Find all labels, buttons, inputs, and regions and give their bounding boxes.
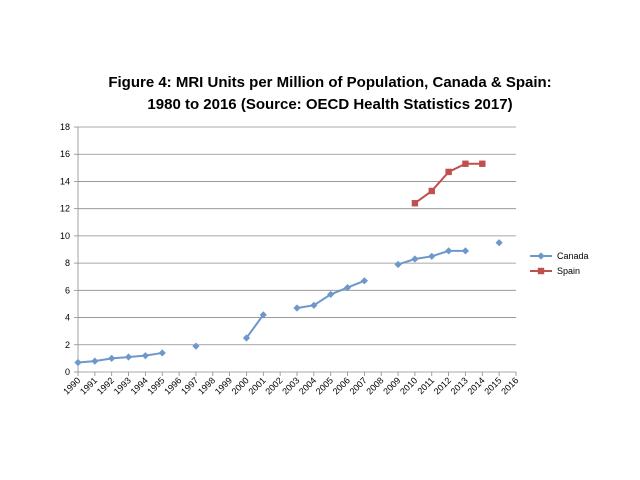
x-tick-label: 1992 [95, 375, 116, 396]
series-spain [411, 160, 486, 207]
legend-marker-spain [537, 267, 545, 275]
spain-point-2014 [479, 160, 486, 167]
legend-item-canada: Canada [530, 251, 589, 261]
canada-point-2000 [242, 334, 251, 342]
legend-label-canada: Canada [557, 251, 589, 261]
canada-point-2005 [327, 290, 335, 299]
canada-point-2012 [445, 247, 453, 255]
x-tick-label: 1996 [162, 375, 183, 396]
canada-line-segment [245, 314, 265, 339]
y-tick-label: 16 [60, 149, 70, 159]
y-tick-label: 6 [65, 285, 70, 295]
x-tick-label: 2005 [314, 375, 335, 396]
spain-point-2010 [411, 200, 419, 207]
series-canada [74, 239, 503, 367]
y-tick-label: 10 [60, 231, 70, 241]
x-tick-label: 2001 [246, 375, 267, 396]
y-tick-label: 4 [65, 313, 70, 323]
canada-point-2013 [461, 247, 470, 255]
y-tick-label: 8 [65, 258, 70, 268]
canada-point-1993 [124, 353, 133, 361]
x-tick-label: 1995 [145, 375, 166, 396]
canada-line-segment [77, 351, 163, 364]
canada-point-2011 [428, 252, 436, 260]
legend-label-spain: Spain [557, 266, 580, 276]
chart-title-line-1: Figure 4: MRI Units per Million of Popul… [108, 74, 552, 91]
x-tick-label: 1998 [196, 375, 217, 396]
x-tick-label: 2002 [263, 375, 284, 396]
x-tick-label: 2003 [280, 375, 301, 396]
canada-point-2010 [411, 255, 419, 263]
x-tick-label: 2016 [499, 375, 520, 396]
canada-point-2009 [394, 260, 402, 269]
x-tick-label: 2000 [230, 375, 251, 396]
canada-point-1994 [141, 352, 149, 360]
canada-point-1991 [91, 357, 99, 365]
y-tick-label: 18 [60, 122, 70, 132]
canada-point-1990 [74, 358, 82, 367]
y-tick-label: 2 [65, 340, 70, 350]
x-tick-label: 2008 [364, 375, 385, 396]
x-tick-label: 2010 [398, 375, 419, 396]
spain-point-2013 [462, 160, 469, 167]
canada-point-1997 [192, 342, 200, 350]
canada-point-1992 [108, 354, 116, 362]
canada-point-2003 [293, 304, 301, 312]
x-tick-label: 1997 [179, 375, 200, 396]
x-tick-label: 2004 [297, 375, 318, 396]
legend-item-spain: Spain [530, 266, 580, 276]
canada-point-2004 [310, 301, 318, 309]
y-tick-label: 14 [60, 176, 70, 186]
x-tick-label: 1991 [78, 375, 99, 396]
chart-title-line-2: 1980 to 2016 (Source: OECD Health Statis… [147, 96, 513, 113]
y-tick-label: 0 [65, 367, 70, 377]
canada-point-1995 [158, 349, 166, 357]
canada-point-2006 [343, 284, 352, 292]
x-tick-label: 2015 [482, 375, 503, 396]
x-tick-label: 2007 [348, 375, 369, 396]
x-tick-label: 2011 [415, 375, 436, 396]
canada-point-2007 [360, 277, 368, 285]
x-tick-label: 2014 [465, 375, 486, 396]
spain-point-2011 [428, 187, 435, 195]
y-tick-label: 12 [60, 204, 70, 214]
chart-title: Figure 4: MRI Units per Million of Popul… [60, 72, 600, 116]
legend-marker-canada [537, 252, 545, 260]
x-tick-label: 1999 [213, 375, 234, 396]
spain-point-2012 [445, 168, 452, 176]
canada-point-2015 [495, 239, 503, 247]
x-tick-label: 2012 [432, 375, 453, 396]
x-tick-label: 2009 [381, 375, 402, 396]
x-tick-label: 1994 [129, 375, 150, 396]
x-tick-label: 2006 [331, 375, 352, 396]
canada-point-2001 [259, 311, 267, 319]
x-tick-label: 1990 [61, 375, 82, 396]
x-tick-label: 1993 [112, 375, 133, 396]
x-tick-label: 2013 [449, 375, 470, 396]
